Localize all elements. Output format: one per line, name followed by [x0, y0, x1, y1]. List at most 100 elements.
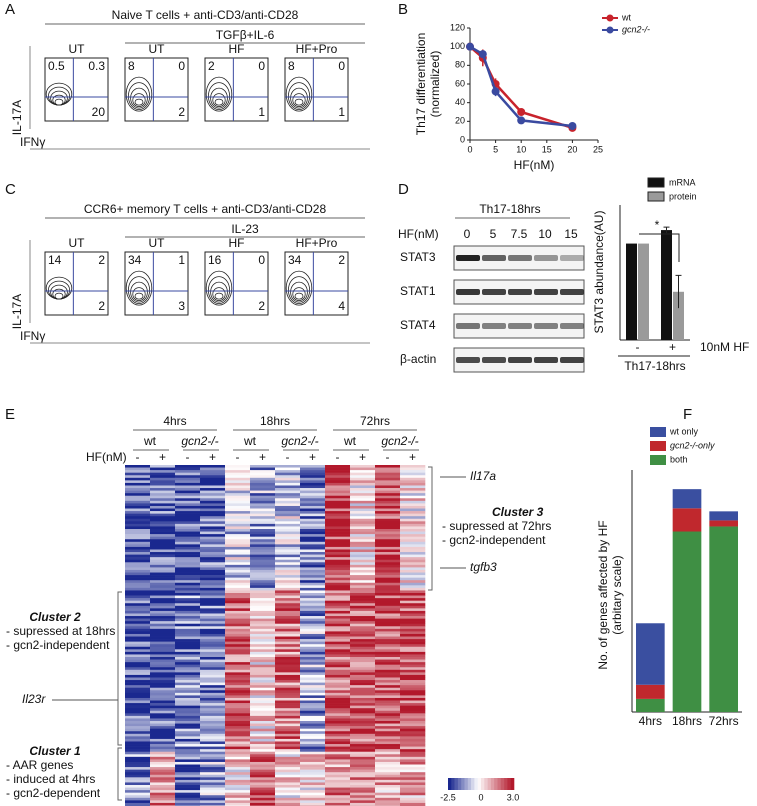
heatmap-cell	[125, 700, 151, 704]
bar-segment	[709, 511, 738, 521]
heatmap-cell	[125, 695, 151, 699]
heatmap-cell	[375, 644, 401, 648]
quadrant-value: 14	[48, 253, 62, 267]
heatmap-cell	[400, 521, 426, 525]
heatmap-cell	[350, 575, 376, 578]
heatmap-cell	[375, 521, 401, 525]
lane: 0	[464, 227, 471, 241]
heatmap-cell	[250, 526, 276, 530]
heatmap-cell	[375, 498, 401, 502]
heatmap-cell	[350, 715, 376, 719]
heatmap-cell	[375, 657, 401, 660]
heatmap-cell	[400, 595, 426, 599]
heatmap-cell	[150, 608, 176, 612]
heatmap-cell	[400, 523, 426, 527]
heatmap-cell	[300, 695, 326, 699]
heatmap-cell	[400, 465, 426, 468]
heatmap-cell	[325, 639, 351, 642]
heatmap-cell	[400, 585, 426, 589]
heatmap-cell	[200, 756, 226, 760]
heatmap-cell	[150, 685, 176, 689]
heatmap-cell	[125, 690, 151, 694]
heatmap-cell	[125, 703, 151, 706]
heatmap-cell	[350, 595, 376, 599]
contour	[210, 87, 228, 109]
heatmap-cell	[325, 595, 351, 599]
heatmap-cell	[275, 488, 301, 491]
heatmap-cell	[275, 569, 301, 573]
heatmap-cell	[175, 608, 201, 612]
heatmap-cell	[275, 587, 301, 591]
heatmap-cell	[300, 733, 326, 737]
x-tick-label: 4hrs	[639, 714, 662, 728]
heatmap-cell	[325, 726, 351, 729]
heatmap-cell	[225, 685, 251, 689]
heatmap-cell	[200, 541, 226, 545]
heatmap-cell	[350, 708, 376, 712]
heatmap-cell	[325, 777, 351, 781]
heatmap-cell	[375, 480, 401, 484]
heatmap-cell	[125, 802, 151, 806]
heatmap-cell	[125, 715, 151, 719]
plot-title: UT	[69, 42, 86, 56]
heatmap-cell	[325, 774, 351, 778]
heatmap-cell	[275, 498, 301, 502]
heatmap-cell	[125, 790, 151, 793]
lane: 10	[538, 227, 552, 241]
heatmap-cell	[150, 697, 176, 701]
y-tick-label: 120	[450, 22, 465, 32]
heatmap-cell	[275, 610, 301, 614]
colorbar-cell	[504, 778, 508, 790]
heatmap-cell	[400, 669, 426, 673]
heatmap-cell	[175, 610, 201, 614]
heatmap-cell	[400, 754, 426, 758]
heatmap-cell	[275, 549, 301, 553]
heatmap-cell	[300, 746, 326, 750]
heatmap-cell	[325, 782, 351, 786]
heatmap-cell	[225, 616, 251, 619]
heatmap-cell	[400, 593, 426, 596]
heatmap-cell	[125, 513, 151, 517]
heatmap-cell	[275, 700, 301, 704]
heatmap-cell	[300, 672, 326, 676]
heatmap-cell	[400, 782, 426, 786]
heatmap-cell	[150, 616, 176, 619]
heatmap-cell	[275, 787, 301, 791]
heatmap-cell	[325, 710, 351, 714]
heatmap-cell	[350, 616, 376, 619]
heatmap-cell	[325, 759, 351, 763]
heatmap-cell	[125, 654, 151, 658]
cluster-note: - supressed at 72hrs	[442, 519, 551, 533]
heatmap-cell	[225, 697, 251, 701]
heatmap-cell	[350, 726, 376, 729]
heatmap-cell	[350, 705, 376, 709]
heatmap-cell	[250, 790, 276, 793]
contour	[214, 98, 224, 106]
heatmap-cell	[350, 480, 376, 484]
heatmap-cell	[250, 582, 276, 586]
heatmap-cell	[275, 490, 301, 494]
heatmap-cell	[275, 761, 301, 765]
hf-sign: +	[209, 450, 216, 464]
band	[560, 323, 584, 329]
heatmap-cell	[125, 713, 151, 717]
heatmap-cell	[250, 802, 276, 806]
heatmap-cell	[125, 546, 151, 550]
heatmap-cell	[150, 792, 176, 796]
heatmap-cell	[175, 470, 201, 473]
hf-label: HF(nM)	[86, 450, 127, 464]
heatmap-cell	[300, 726, 326, 729]
heatmap-cell	[375, 564, 401, 568]
heatmap-cell	[250, 787, 276, 791]
heatmap-cell	[275, 715, 301, 719]
heatmap-cell	[400, 795, 426, 799]
heatmap-cell	[350, 546, 376, 550]
heatmap-cell	[375, 557, 401, 561]
heatmap-cell	[400, 744, 426, 747]
heatmap-cell	[275, 646, 301, 650]
heatmap-cell	[225, 705, 251, 709]
heatmap-cell	[150, 633, 176, 637]
heatmap-cell	[250, 534, 276, 537]
heatmap-cell	[350, 567, 376, 571]
heatmap-cell	[375, 695, 401, 699]
